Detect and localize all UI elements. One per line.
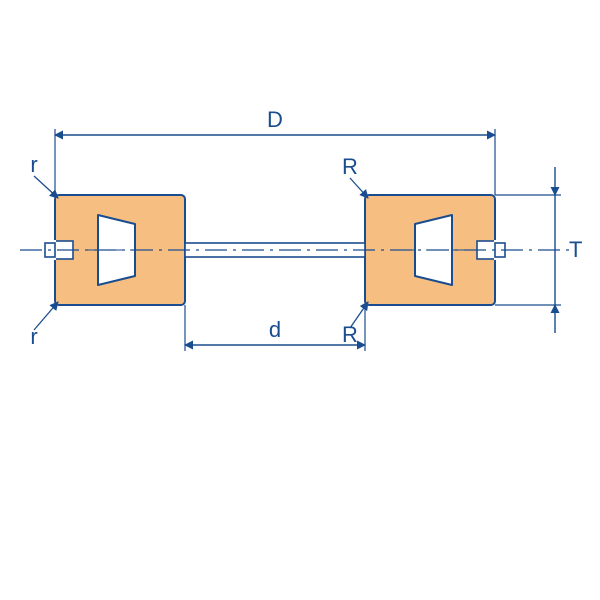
label-r-top: r xyxy=(30,152,37,177)
label-R-bottom: R xyxy=(342,322,358,347)
dim-label-D: D xyxy=(267,107,283,132)
label-R-top: R xyxy=(342,154,358,179)
dim-label-d: d xyxy=(269,317,281,342)
dim-label-T: T xyxy=(569,237,582,262)
label-r-bottom: r xyxy=(30,324,37,349)
